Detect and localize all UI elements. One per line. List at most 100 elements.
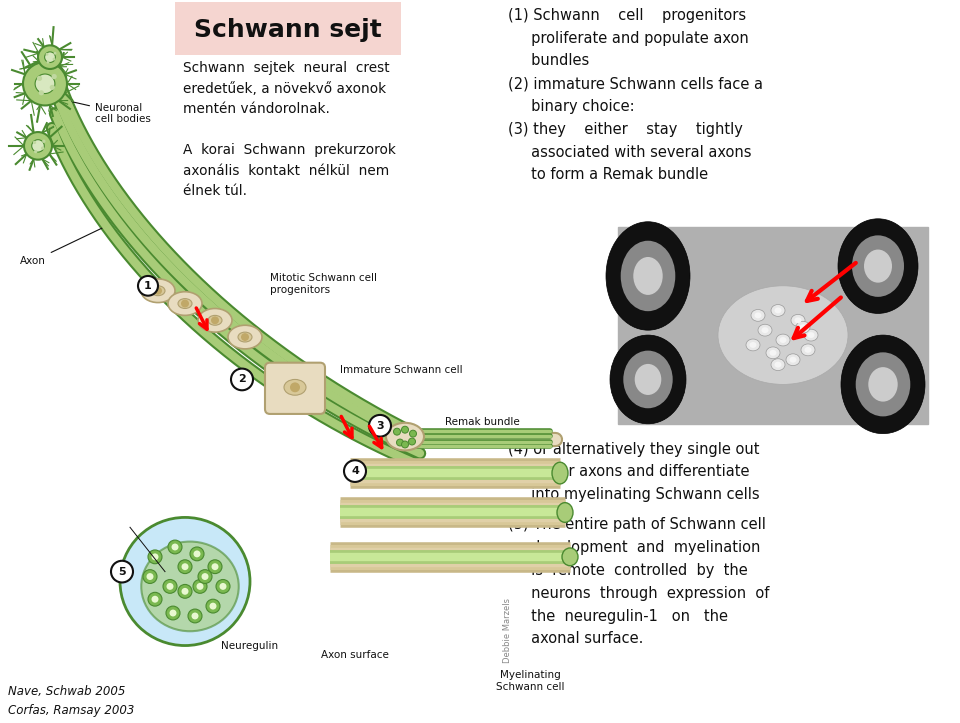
Circle shape (163, 580, 177, 594)
Ellipse shape (758, 324, 772, 336)
Ellipse shape (238, 332, 252, 342)
Circle shape (401, 427, 409, 433)
Circle shape (50, 85, 55, 90)
Circle shape (23, 62, 67, 106)
Ellipse shape (771, 359, 785, 371)
Text: Immature Schwann cell: Immature Schwann cell (340, 364, 463, 375)
Ellipse shape (634, 257, 662, 295)
Ellipse shape (557, 502, 573, 522)
Ellipse shape (141, 542, 239, 631)
Ellipse shape (838, 219, 918, 313)
Circle shape (211, 317, 219, 324)
Circle shape (168, 540, 182, 554)
Circle shape (181, 299, 189, 307)
Circle shape (216, 580, 230, 594)
Ellipse shape (789, 356, 797, 363)
Ellipse shape (791, 315, 805, 326)
Circle shape (409, 438, 416, 445)
Ellipse shape (864, 249, 892, 283)
Circle shape (193, 580, 207, 594)
Ellipse shape (718, 286, 848, 385)
Ellipse shape (771, 304, 785, 317)
Ellipse shape (786, 354, 800, 366)
Circle shape (396, 439, 403, 446)
Text: Debbie Marzels: Debbie Marzels (503, 598, 513, 663)
Circle shape (166, 583, 174, 590)
Circle shape (143, 570, 157, 583)
Ellipse shape (801, 344, 815, 356)
Circle shape (154, 287, 162, 295)
Circle shape (181, 588, 188, 595)
Ellipse shape (562, 548, 578, 565)
Circle shape (152, 553, 158, 560)
Circle shape (170, 609, 177, 617)
Circle shape (41, 147, 44, 150)
Circle shape (178, 560, 192, 573)
Ellipse shape (780, 337, 786, 343)
Ellipse shape (386, 423, 424, 450)
Ellipse shape (775, 307, 781, 313)
Ellipse shape (770, 350, 777, 356)
Text: (5) The entire path of Schwann cell
     development  and  myelination
     is  : (5) The entire path of Schwann cell deve… (508, 518, 769, 646)
Text: 1: 1 (144, 281, 152, 291)
Circle shape (394, 428, 400, 435)
Ellipse shape (228, 325, 262, 349)
Text: Axon: Axon (20, 228, 103, 266)
Ellipse shape (795, 317, 802, 323)
Circle shape (38, 90, 44, 95)
Text: Mitotic Schwann cell
progenitors: Mitotic Schwann cell progenitors (270, 273, 377, 295)
Circle shape (148, 592, 162, 606)
Circle shape (42, 140, 45, 143)
Circle shape (33, 141, 36, 144)
Circle shape (34, 150, 37, 153)
Ellipse shape (804, 347, 811, 353)
Circle shape (38, 46, 62, 69)
Ellipse shape (796, 321, 810, 333)
Circle shape (46, 61, 50, 64)
Ellipse shape (841, 335, 925, 434)
Ellipse shape (746, 339, 760, 351)
Text: Schwann  sejtek  neural  crest
eredetűek, a növekvő axonok
mentén vándorolnak.: Schwann sejtek neural crest eredetűek, a… (183, 61, 390, 116)
Ellipse shape (775, 362, 781, 367)
Circle shape (211, 563, 219, 570)
Ellipse shape (761, 328, 769, 333)
Ellipse shape (755, 312, 761, 318)
Circle shape (188, 609, 202, 623)
Ellipse shape (751, 309, 765, 321)
FancyBboxPatch shape (175, 2, 401, 55)
Circle shape (36, 76, 42, 81)
Ellipse shape (606, 222, 690, 330)
Ellipse shape (178, 299, 192, 309)
Text: 3: 3 (376, 421, 384, 431)
FancyBboxPatch shape (265, 363, 325, 414)
Circle shape (120, 518, 250, 646)
Ellipse shape (552, 462, 568, 484)
Circle shape (202, 573, 208, 580)
Ellipse shape (141, 279, 175, 302)
Ellipse shape (151, 286, 165, 296)
Ellipse shape (804, 329, 818, 341)
Text: (4) or alternatively they single out
     larger axons and differentiate
     in: (4) or alternatively they single out lar… (508, 442, 759, 502)
Circle shape (138, 276, 158, 296)
Circle shape (197, 583, 204, 590)
Ellipse shape (621, 241, 675, 311)
Ellipse shape (635, 364, 661, 395)
Ellipse shape (208, 315, 222, 325)
Text: Nave, Schwab 2005
Corfas, Ramsay 2003: Nave, Schwab 2005 Corfas, Ramsay 2003 (8, 685, 134, 717)
Ellipse shape (198, 309, 232, 332)
Circle shape (208, 560, 222, 573)
Text: Neuronal
cell bodies: Neuronal cell bodies (60, 99, 151, 124)
Circle shape (54, 52, 57, 55)
Ellipse shape (623, 351, 673, 408)
Text: Neuregulin: Neuregulin (222, 641, 278, 651)
Circle shape (45, 53, 48, 56)
Circle shape (36, 74, 55, 93)
Circle shape (181, 563, 188, 570)
Circle shape (206, 599, 220, 613)
Ellipse shape (168, 291, 202, 315)
Circle shape (190, 547, 204, 561)
Ellipse shape (284, 380, 306, 395)
Circle shape (24, 132, 52, 160)
Circle shape (194, 550, 201, 557)
Circle shape (344, 461, 366, 482)
